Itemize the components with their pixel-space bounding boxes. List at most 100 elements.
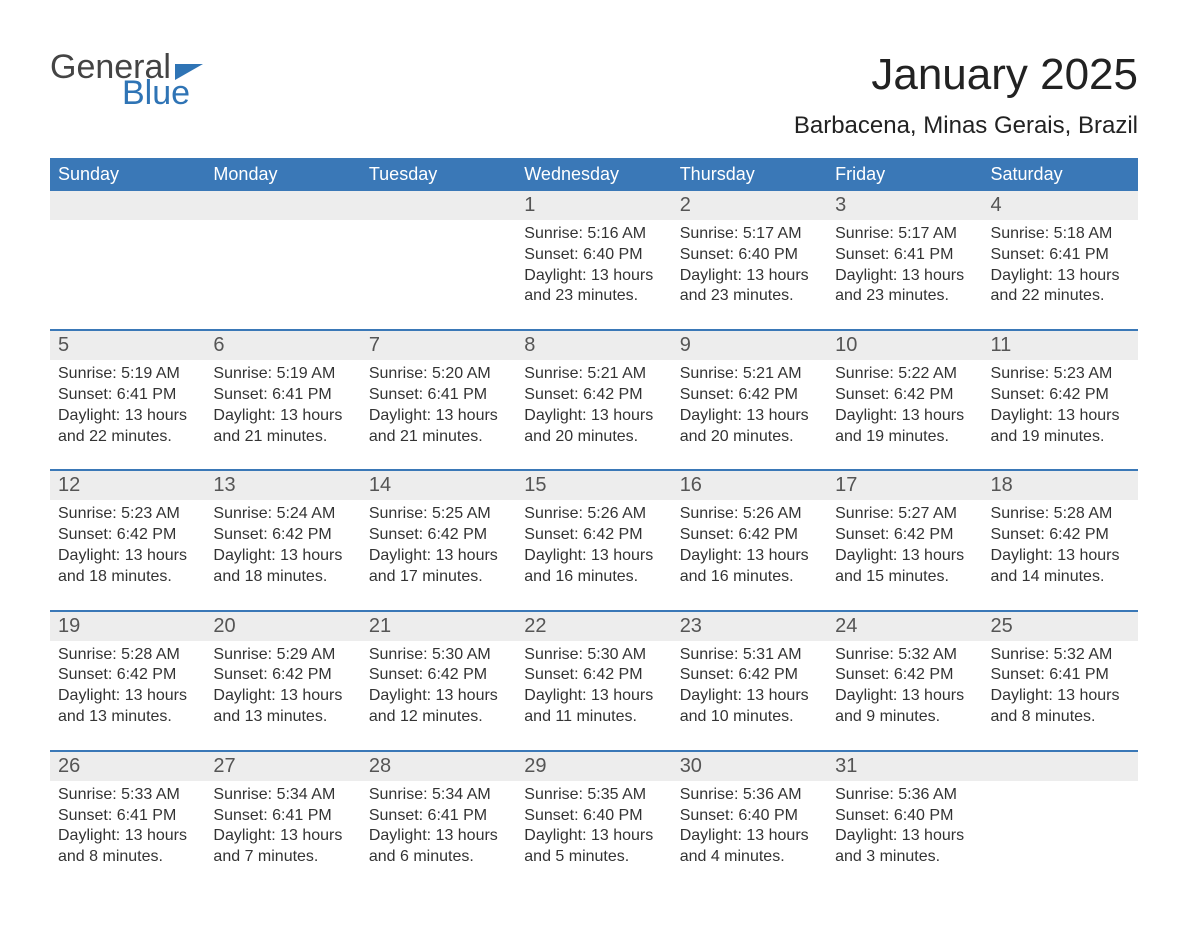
- sunrise-text: Sunrise: 5:36 AM: [680, 785, 819, 806]
- daylight-text: Daylight: 13 hours and 6 minutes.: [369, 826, 508, 868]
- sunset-text: Sunset: 6:40 PM: [524, 806, 663, 827]
- day-cell: [50, 220, 205, 329]
- day-number: [205, 191, 360, 220]
- day-cell: Sunrise: 5:35 AMSunset: 6:40 PMDaylight:…: [516, 781, 671, 890]
- day-number: [50, 191, 205, 220]
- week-row: 567891011Sunrise: 5:19 AMSunset: 6:41 PM…: [50, 329, 1138, 469]
- month-title: January 2025: [794, 50, 1138, 100]
- day-cell: Sunrise: 5:21 AMSunset: 6:42 PMDaylight:…: [672, 360, 827, 469]
- sunrise-text: Sunrise: 5:26 AM: [680, 504, 819, 525]
- day-number: 5: [50, 331, 205, 360]
- day-cell: Sunrise: 5:26 AMSunset: 6:42 PMDaylight:…: [516, 500, 671, 609]
- logo: General Blue: [50, 50, 203, 110]
- daylight-text: Daylight: 13 hours and 23 minutes.: [835, 266, 974, 308]
- sunrise-text: Sunrise: 5:34 AM: [369, 785, 508, 806]
- day-of-week-header: SundayMondayTuesdayWednesdayThursdayFrid…: [50, 158, 1138, 191]
- day-cell: Sunrise: 5:26 AMSunset: 6:42 PMDaylight:…: [672, 500, 827, 609]
- sunset-text: Sunset: 6:42 PM: [835, 385, 974, 406]
- sunset-text: Sunset: 6:42 PM: [524, 665, 663, 686]
- day-number: [361, 191, 516, 220]
- sunset-text: Sunset: 6:42 PM: [835, 525, 974, 546]
- sunset-text: Sunset: 6:40 PM: [524, 245, 663, 266]
- sunset-text: Sunset: 6:42 PM: [369, 525, 508, 546]
- day-cell: [361, 220, 516, 329]
- daylight-text: Daylight: 13 hours and 11 minutes.: [524, 686, 663, 728]
- day-of-week-label: Sunday: [50, 158, 205, 191]
- day-number: 18: [983, 471, 1138, 500]
- daylight-text: Daylight: 13 hours and 18 minutes.: [213, 546, 352, 588]
- day-cell: Sunrise: 5:32 AMSunset: 6:41 PMDaylight:…: [983, 641, 1138, 750]
- logo-text-blue: Blue: [122, 76, 203, 110]
- day-body-row: Sunrise: 5:16 AMSunset: 6:40 PMDaylight:…: [50, 220, 1138, 329]
- daylight-text: Daylight: 13 hours and 8 minutes.: [991, 686, 1130, 728]
- day-cell: Sunrise: 5:19 AMSunset: 6:41 PMDaylight:…: [205, 360, 360, 469]
- sunset-text: Sunset: 6:42 PM: [524, 525, 663, 546]
- sunset-text: Sunset: 6:42 PM: [58, 665, 197, 686]
- daylight-text: Daylight: 13 hours and 16 minutes.: [680, 546, 819, 588]
- sunset-text: Sunset: 6:42 PM: [991, 525, 1130, 546]
- day-number: [983, 752, 1138, 781]
- day-number: 31: [827, 752, 982, 781]
- sunrise-text: Sunrise: 5:20 AM: [369, 364, 508, 385]
- day-of-week-label: Tuesday: [361, 158, 516, 191]
- day-cell: Sunrise: 5:25 AMSunset: 6:42 PMDaylight:…: [361, 500, 516, 609]
- day-number: 8: [516, 331, 671, 360]
- sunrise-text: Sunrise: 5:36 AM: [835, 785, 974, 806]
- day-number: 9: [672, 331, 827, 360]
- day-cell: Sunrise: 5:28 AMSunset: 6:42 PMDaylight:…: [983, 500, 1138, 609]
- day-number: 28: [361, 752, 516, 781]
- daylight-text: Daylight: 13 hours and 20 minutes.: [524, 406, 663, 448]
- day-cell: Sunrise: 5:19 AMSunset: 6:41 PMDaylight:…: [50, 360, 205, 469]
- sunrise-text: Sunrise: 5:32 AM: [835, 645, 974, 666]
- day-number: 23: [672, 612, 827, 641]
- day-number: 22: [516, 612, 671, 641]
- day-cell: Sunrise: 5:34 AMSunset: 6:41 PMDaylight:…: [361, 781, 516, 890]
- day-cell: Sunrise: 5:28 AMSunset: 6:42 PMDaylight:…: [50, 641, 205, 750]
- day-number: 3: [827, 191, 982, 220]
- sunrise-text: Sunrise: 5:28 AM: [58, 645, 197, 666]
- sunrise-text: Sunrise: 5:24 AM: [213, 504, 352, 525]
- sunrise-text: Sunrise: 5:19 AM: [213, 364, 352, 385]
- sunset-text: Sunset: 6:42 PM: [58, 525, 197, 546]
- day-number: 20: [205, 612, 360, 641]
- daylight-text: Daylight: 13 hours and 23 minutes.: [680, 266, 819, 308]
- sunrise-text: Sunrise: 5:21 AM: [680, 364, 819, 385]
- location-subtitle: Barbacena, Minas Gerais, Brazil: [794, 112, 1138, 140]
- sunset-text: Sunset: 6:40 PM: [680, 806, 819, 827]
- daylight-text: Daylight: 13 hours and 18 minutes.: [58, 546, 197, 588]
- daylight-text: Daylight: 13 hours and 13 minutes.: [213, 686, 352, 728]
- daylight-text: Daylight: 13 hours and 20 minutes.: [680, 406, 819, 448]
- daylight-text: Daylight: 13 hours and 19 minutes.: [835, 406, 974, 448]
- sunset-text: Sunset: 6:41 PM: [991, 245, 1130, 266]
- day-number: 21: [361, 612, 516, 641]
- sunrise-text: Sunrise: 5:23 AM: [58, 504, 197, 525]
- daylight-text: Daylight: 13 hours and 7 minutes.: [213, 826, 352, 868]
- day-number: 4: [983, 191, 1138, 220]
- day-cell: Sunrise: 5:23 AMSunset: 6:42 PMDaylight:…: [983, 360, 1138, 469]
- daylight-text: Daylight: 13 hours and 14 minutes.: [991, 546, 1130, 588]
- sunset-text: Sunset: 6:40 PM: [835, 806, 974, 827]
- day-cell: Sunrise: 5:18 AMSunset: 6:41 PMDaylight:…: [983, 220, 1138, 329]
- week-row: 1234Sunrise: 5:16 AMSunset: 6:40 PMDayli…: [50, 191, 1138, 329]
- day-of-week-label: Saturday: [983, 158, 1138, 191]
- day-cell: Sunrise: 5:30 AMSunset: 6:42 PMDaylight:…: [516, 641, 671, 750]
- daylight-text: Daylight: 13 hours and 21 minutes.: [369, 406, 508, 448]
- day-of-week-label: Wednesday: [516, 158, 671, 191]
- day-cell: Sunrise: 5:29 AMSunset: 6:42 PMDaylight:…: [205, 641, 360, 750]
- sunset-text: Sunset: 6:41 PM: [991, 665, 1130, 686]
- day-cell: Sunrise: 5:30 AMSunset: 6:42 PMDaylight:…: [361, 641, 516, 750]
- sunset-text: Sunset: 6:41 PM: [213, 806, 352, 827]
- day-cell: Sunrise: 5:27 AMSunset: 6:42 PMDaylight:…: [827, 500, 982, 609]
- day-of-week-label: Monday: [205, 158, 360, 191]
- day-cell: Sunrise: 5:16 AMSunset: 6:40 PMDaylight:…: [516, 220, 671, 329]
- sunset-text: Sunset: 6:42 PM: [680, 525, 819, 546]
- sunset-text: Sunset: 6:41 PM: [213, 385, 352, 406]
- day-cell: Sunrise: 5:33 AMSunset: 6:41 PMDaylight:…: [50, 781, 205, 890]
- daylight-text: Daylight: 13 hours and 15 minutes.: [835, 546, 974, 588]
- day-cell: Sunrise: 5:24 AMSunset: 6:42 PMDaylight:…: [205, 500, 360, 609]
- weeks-container: 1234Sunrise: 5:16 AMSunset: 6:40 PMDayli…: [50, 191, 1138, 890]
- daylight-text: Daylight: 13 hours and 19 minutes.: [991, 406, 1130, 448]
- sunset-text: Sunset: 6:42 PM: [369, 665, 508, 686]
- sunrise-text: Sunrise: 5:26 AM: [524, 504, 663, 525]
- day-cell: [205, 220, 360, 329]
